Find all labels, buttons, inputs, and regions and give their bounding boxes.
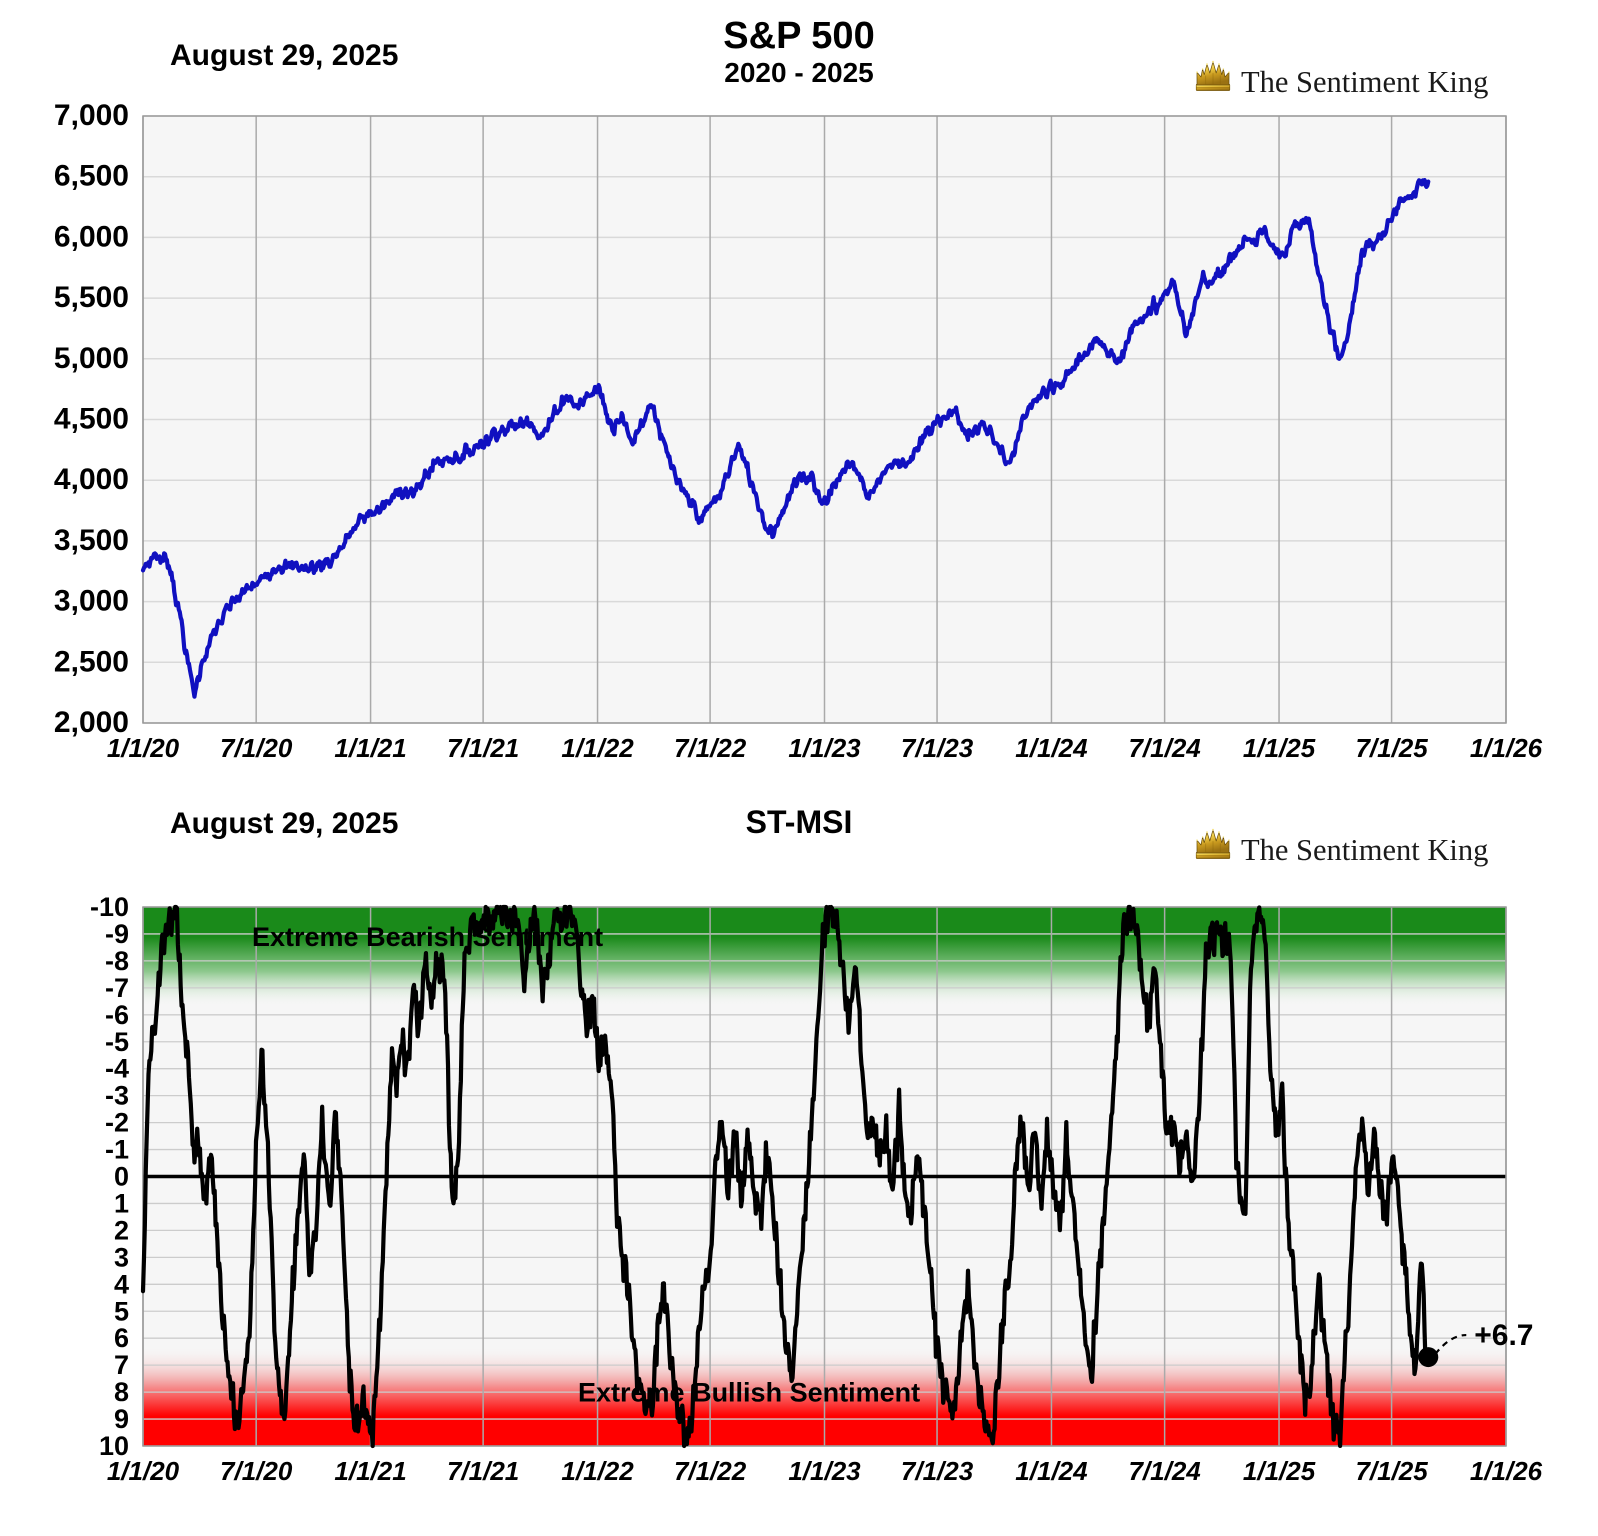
svg-text:7/1/24: 7/1/24 bbox=[1128, 1456, 1201, 1486]
svg-text:2: 2 bbox=[114, 1215, 129, 1245]
svg-text:6,500: 6,500 bbox=[54, 160, 129, 193]
svg-text:5,500: 5,500 bbox=[54, 281, 129, 314]
svg-text:9: 9 bbox=[114, 1404, 129, 1434]
svg-text:3,000: 3,000 bbox=[54, 585, 129, 618]
svg-text:7: 7 bbox=[114, 1350, 129, 1380]
svg-text:5,000: 5,000 bbox=[54, 342, 129, 375]
svg-text:1/1/21: 1/1/21 bbox=[334, 1456, 406, 1486]
svg-text:1/1/24: 1/1/24 bbox=[1015, 733, 1088, 763]
svg-text:1/1/25: 1/1/25 bbox=[1243, 733, 1316, 763]
svg-text:-9: -9 bbox=[105, 919, 129, 949]
svg-text:1/1/25: 1/1/25 bbox=[1243, 1456, 1316, 1486]
svg-text:-6: -6 bbox=[105, 1000, 129, 1030]
svg-text:7/1/24: 7/1/24 bbox=[1128, 733, 1201, 763]
svg-text:7/1/25: 7/1/25 bbox=[1355, 1456, 1428, 1486]
svg-text:-10: -10 bbox=[90, 892, 129, 922]
svg-text:August 29, 2025: August 29, 2025 bbox=[170, 807, 398, 840]
svg-text:-1: -1 bbox=[105, 1135, 129, 1165]
svg-text:8: 8 bbox=[114, 1377, 129, 1407]
svg-text:-3: -3 bbox=[105, 1081, 129, 1111]
svg-text:4: 4 bbox=[114, 1269, 129, 1299]
svg-text:-4: -4 bbox=[105, 1054, 129, 1084]
svg-text:7/1/21: 7/1/21 bbox=[447, 1456, 519, 1486]
svg-text:7/1/21: 7/1/21 bbox=[447, 733, 519, 763]
svg-text:The Sentiment King: The Sentiment King bbox=[1241, 833, 1488, 867]
svg-text:1/1/23: 1/1/23 bbox=[788, 733, 861, 763]
svg-text:7/1/23: 7/1/23 bbox=[901, 733, 974, 763]
svg-text:1/1/21: 1/1/21 bbox=[334, 733, 406, 763]
svg-text:-7: -7 bbox=[105, 973, 129, 1003]
svg-text:3: 3 bbox=[114, 1242, 129, 1272]
svg-text:1/1/20: 1/1/20 bbox=[107, 1456, 180, 1486]
svg-text:7/1/22: 7/1/22 bbox=[674, 733, 747, 763]
svg-text:-5: -5 bbox=[105, 1027, 129, 1057]
svg-text:The Sentiment King: The Sentiment King bbox=[1241, 65, 1488, 99]
svg-text:7/1/25: 7/1/25 bbox=[1355, 733, 1428, 763]
svg-text:S&P 500: S&P 500 bbox=[723, 15, 874, 57]
svg-text:2,500: 2,500 bbox=[54, 645, 129, 678]
svg-text:ST-MSI: ST-MSI bbox=[746, 804, 853, 840]
svg-text:-8: -8 bbox=[105, 946, 129, 976]
svg-text:2020 - 2025: 2020 - 2025 bbox=[724, 57, 873, 88]
svg-text:0: 0 bbox=[114, 1162, 129, 1192]
svg-text:1/1/22: 1/1/22 bbox=[561, 733, 634, 763]
svg-text:1/1/26: 1/1/26 bbox=[1470, 1456, 1543, 1486]
svg-text:1: 1 bbox=[114, 1188, 129, 1218]
svg-text:7,000: 7,000 bbox=[54, 99, 129, 132]
svg-text:7/1/20: 7/1/20 bbox=[220, 1456, 293, 1486]
svg-text:6: 6 bbox=[114, 1323, 129, 1353]
svg-text:5: 5 bbox=[114, 1296, 129, 1326]
svg-text:1/1/26: 1/1/26 bbox=[1470, 733, 1543, 763]
svg-text:6,000: 6,000 bbox=[54, 220, 129, 253]
svg-text:7/1/22: 7/1/22 bbox=[674, 1456, 747, 1486]
svg-text:3,500: 3,500 bbox=[54, 524, 129, 557]
svg-text:4,000: 4,000 bbox=[54, 463, 129, 496]
svg-text:4,500: 4,500 bbox=[54, 403, 129, 436]
svg-text:1/1/23: 1/1/23 bbox=[788, 1456, 861, 1486]
svg-text:1/1/20: 1/1/20 bbox=[107, 733, 180, 763]
svg-text:7/1/20: 7/1/20 bbox=[220, 733, 293, 763]
svg-text:+6.7: +6.7 bbox=[1474, 1319, 1533, 1352]
svg-text:7/1/23: 7/1/23 bbox=[901, 1456, 974, 1486]
svg-text:Extreme Bullish Sentiment: Extreme Bullish Sentiment bbox=[578, 1378, 920, 1408]
svg-text:1/1/22: 1/1/22 bbox=[561, 1456, 634, 1486]
svg-text:August 29, 2025: August 29, 2025 bbox=[170, 39, 398, 72]
svg-text:-2: -2 bbox=[105, 1108, 129, 1138]
svg-text:1/1/24: 1/1/24 bbox=[1015, 1456, 1088, 1486]
